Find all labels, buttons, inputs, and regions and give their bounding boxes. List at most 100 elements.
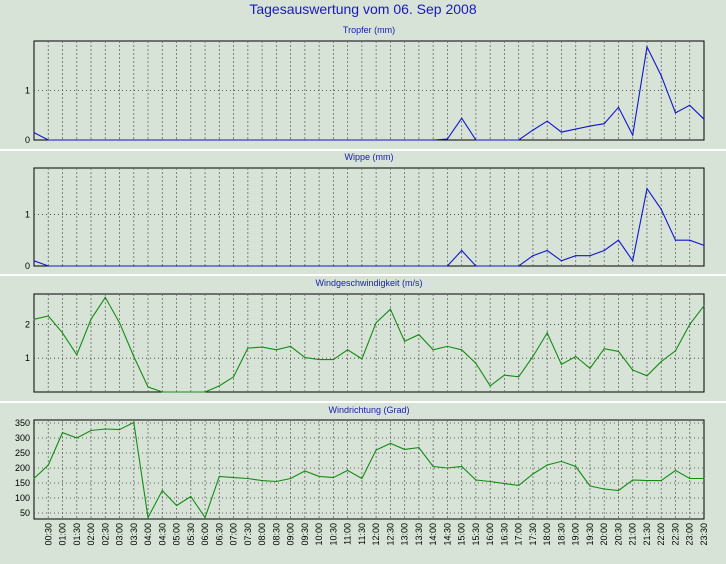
- data-point: [589, 255, 591, 257]
- data-point: [375, 265, 377, 267]
- data-point: [461, 117, 463, 119]
- data-point: [289, 345, 292, 347]
- data-point: [247, 139, 249, 141]
- data-point: [104, 139, 106, 141]
- data-point: [347, 469, 349, 471]
- data-point: [632, 134, 634, 136]
- x-tick-label: 22:00: [656, 523, 666, 546]
- data-point: [76, 265, 78, 267]
- data-point: [389, 139, 391, 141]
- data-point: [190, 495, 192, 498]
- data-point: [76, 139, 78, 141]
- data-point: [33, 260, 35, 262]
- data-point: [247, 477, 249, 480]
- data-point: [489, 265, 491, 267]
- data-point: [275, 349, 277, 351]
- x-tick-label: 23:00: [685, 523, 695, 546]
- data-point: [532, 355, 534, 358]
- data-point: [289, 265, 292, 267]
- x-tick-label: 15:30: [471, 523, 481, 546]
- data-point: [475, 479, 477, 481]
- data-point: [446, 138, 449, 140]
- data-point: [133, 139, 135, 141]
- data-point: [475, 362, 477, 364]
- y-tick-label: 1: [25, 209, 30, 219]
- data-point: [589, 367, 591, 369]
- data-point: [560, 460, 563, 462]
- data-point: [33, 131, 35, 134]
- data-point: [204, 391, 206, 393]
- data-point: [389, 265, 391, 267]
- data-point: [589, 125, 591, 127]
- data-point: [404, 139, 406, 141]
- x-tick-label: 05:00: [172, 523, 182, 546]
- data-point: [418, 447, 420, 449]
- data-point: [389, 442, 391, 444]
- data-point: [689, 477, 691, 480]
- x-tick-label: 11:00: [343, 523, 353, 545]
- data-point: [617, 350, 620, 353]
- data-point: [418, 139, 420, 141]
- data-point: [47, 265, 49, 267]
- data-point: [332, 358, 334, 361]
- data-point: [232, 477, 235, 479]
- data-point: [489, 480, 491, 483]
- data-point: [518, 139, 520, 141]
- data-point: [532, 255, 534, 257]
- data-point: [446, 345, 449, 347]
- chart-panel-1: 0 1 Tropfer (mm): [25, 25, 705, 145]
- data-point: [104, 296, 106, 298]
- data-point: [674, 469, 677, 471]
- series-line: [33, 296, 705, 393]
- data-point: [660, 360, 662, 363]
- x-tick-label: 16:00: [485, 523, 495, 546]
- data-point: [289, 139, 292, 141]
- x-tick-label: 18:30: [556, 523, 566, 546]
- y-tick-label: 100: [15, 493, 30, 503]
- data-point: [560, 131, 563, 133]
- x-tick-label: 05:30: [186, 523, 196, 546]
- x-tick-label: 08:30: [271, 523, 281, 546]
- series-line: [33, 187, 705, 267]
- data-point: [660, 75, 662, 77]
- series-line: [33, 421, 704, 520]
- x-tick-label: 06:30: [214, 523, 224, 546]
- data-point: [147, 386, 149, 388]
- data-point: [304, 265, 306, 267]
- data-point: [375, 139, 377, 141]
- x-tick-label: 10:00: [314, 523, 324, 546]
- x-tick-label: 10:30: [328, 523, 338, 546]
- data-point: [76, 354, 78, 356]
- x-tick-label: 08:00: [257, 523, 267, 546]
- data-point: [47, 139, 49, 141]
- data-point: [118, 139, 121, 141]
- x-tick-label: 20:00: [599, 523, 609, 546]
- data-point: [90, 318, 92, 320]
- data-point: [247, 347, 249, 349]
- x-tick-label: 03:00: [115, 523, 125, 546]
- data-point: [489, 385, 491, 387]
- data-point: [118, 265, 121, 267]
- data-point: [218, 475, 220, 477]
- data-point: [418, 265, 420, 267]
- chart-title: Windgeschwindigkeit (m/s): [315, 278, 422, 288]
- x-tick-label: 09:00: [286, 523, 296, 546]
- data-point: [603, 488, 605, 490]
- y-tick-label: 0: [25, 261, 30, 271]
- x-tick-label: 01:00: [58, 523, 68, 546]
- data-point: [532, 473, 534, 475]
- data-point: [532, 129, 534, 131]
- y-tick-label: 250: [15, 448, 30, 458]
- chart-title: Windrichtung (Grad): [328, 405, 409, 415]
- data-point: [218, 139, 220, 141]
- data-point: [689, 239, 691, 241]
- data-point: [133, 421, 135, 423]
- data-point: [232, 139, 235, 141]
- data-point: [446, 467, 449, 469]
- data-point: [361, 139, 363, 141]
- data-point: [575, 128, 577, 130]
- data-point: [617, 106, 620, 108]
- data-point: [104, 428, 106, 430]
- data-point: [161, 391, 163, 393]
- y-tick-label: 0: [25, 135, 30, 145]
